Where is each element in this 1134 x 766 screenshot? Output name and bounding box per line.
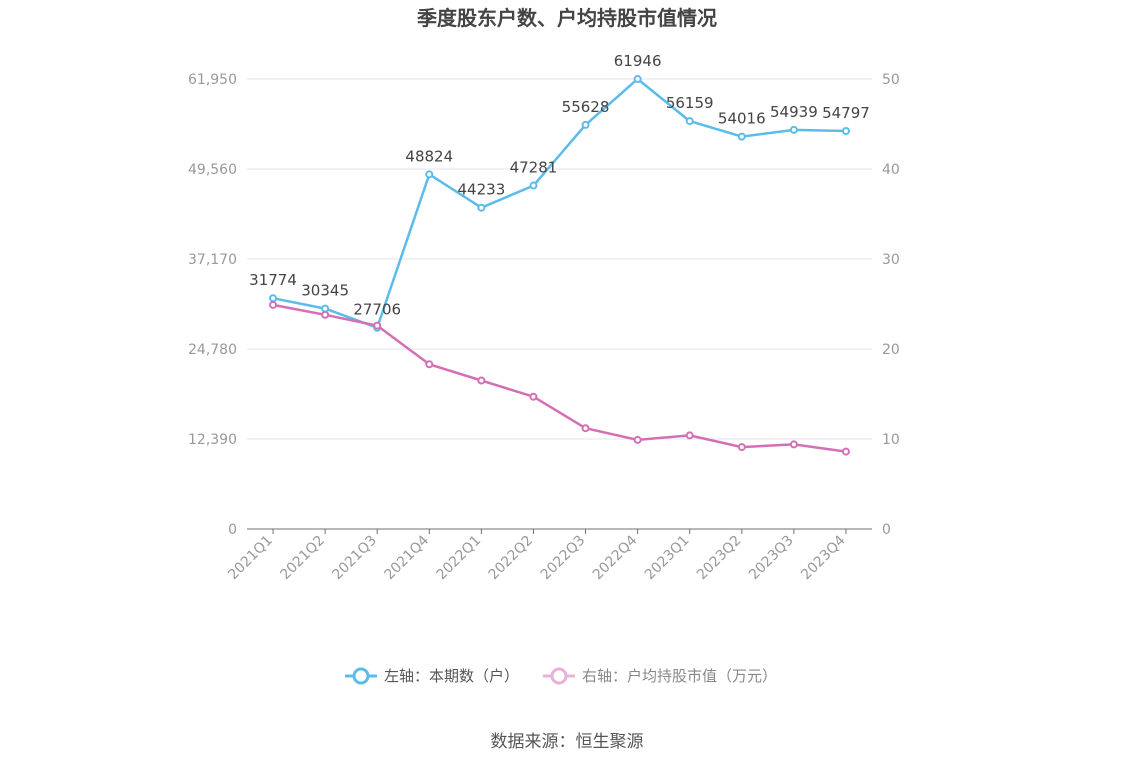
- legend-item-left[interactable]: 左轴：本期数（户）: [345, 667, 519, 685]
- data-point-right[interactable]: [373, 321, 382, 330]
- left-tick-label: 61,950: [188, 72, 237, 88]
- left-tick-label: 49,560: [188, 162, 237, 178]
- data-label: 61946: [614, 52, 662, 70]
- data-point-left[interactable]: [477, 203, 486, 212]
- data-point-right[interactable]: [477, 376, 486, 385]
- data-point-right[interactable]: [581, 424, 590, 433]
- data-point-left[interactable]: [633, 75, 642, 84]
- data-point-left[interactable]: [737, 132, 746, 141]
- right-tick-label: 20: [882, 342, 900, 358]
- data-point-left[interactable]: [529, 181, 538, 190]
- legend-marker-right: [550, 667, 568, 685]
- x-tick-label: 2021Q1: [225, 533, 276, 584]
- data-point-right[interactable]: [841, 447, 850, 456]
- left-axis: 0 12,390 24,780 37,170 49,560 61,950: [188, 72, 237, 538]
- data-point-right[interactable]: [685, 431, 694, 440]
- right-tick-label: 10: [882, 432, 900, 448]
- data-label: 55628: [562, 98, 610, 116]
- data-label: 54939: [770, 103, 818, 121]
- data-point-right[interactable]: [789, 440, 798, 449]
- data-label: 56159: [666, 94, 714, 112]
- left-tick-label: 24,780: [188, 342, 237, 358]
- x-tick-label: 2023Q2: [694, 533, 745, 584]
- x-tick-label: 2021Q3: [329, 533, 380, 584]
- data-label: 27706: [353, 301, 401, 319]
- data-point-left[interactable]: [425, 170, 434, 179]
- data-point-left[interactable]: [841, 126, 850, 135]
- x-tick-label: 2021Q2: [277, 533, 328, 584]
- legend-label-right: 右轴：户均持股市值（万元）: [582, 667, 777, 685]
- legend-label-left: 左轴：本期数（户）: [384, 667, 519, 685]
- data-point-left[interactable]: [269, 294, 278, 303]
- series-line-right: [272, 303, 847, 453]
- x-tick-label: 2022Q1: [434, 533, 485, 584]
- legend-marker-left: [352, 667, 370, 685]
- data-point-right[interactable]: [737, 443, 746, 452]
- x-tick-label: 2022Q3: [538, 533, 589, 584]
- right-tick-label: 50: [882, 72, 900, 88]
- data-label: 48824: [405, 147, 453, 165]
- data-label: 54016: [718, 110, 766, 128]
- data-label: 31774: [249, 271, 297, 289]
- x-tick-label: 2021Q4: [382, 532, 433, 583]
- data-point-left[interactable]: [789, 125, 798, 134]
- right-axis: 0 10 20 30 40 50: [882, 72, 900, 538]
- data-point-left[interactable]: [581, 120, 590, 129]
- right-tick-label: 30: [882, 252, 900, 268]
- data-label: 44233: [458, 181, 506, 199]
- right-tick-label: 40: [882, 162, 900, 178]
- data-point-right[interactable]: [269, 300, 278, 309]
- x-tick-label: 2022Q2: [486, 533, 537, 584]
- data-label: 30345: [301, 282, 349, 300]
- left-tick-label: 37,170: [188, 252, 237, 268]
- data-point-right[interactable]: [321, 310, 330, 319]
- series: [269, 75, 850, 456]
- x-tick-label: 2023Q3: [746, 533, 797, 584]
- x-tick-label: 2022Q4: [590, 532, 641, 583]
- data-label: 47281: [510, 159, 558, 177]
- right-tick-label: 0: [882, 522, 891, 538]
- data-point-left[interactable]: [685, 117, 694, 126]
- left-tick-label: 12,390: [188, 432, 237, 448]
- left-tick-label: 0: [228, 522, 237, 538]
- data-point-right[interactable]: [425, 360, 434, 369]
- grid: [247, 78, 872, 440]
- data-label: 54797: [822, 104, 870, 122]
- x-axis: 2021Q1 2021Q2 2021Q3 2021Q4 2022Q1 2022Q2 2022…: [225, 528, 872, 584]
- legend[interactable]: 左轴：本期数（户） 右轴：户均持股市值（万元）: [345, 667, 777, 685]
- data-point-right[interactable]: [529, 392, 538, 401]
- legend-item-right[interactable]: 右轴：户均持股市值（万元）: [543, 667, 777, 685]
- chart-title: 季度股东户数、户均持股市值情况: [416, 6, 717, 30]
- source-note: 数据来源：恒生聚源: [491, 732, 644, 752]
- data-point-left[interactable]: [321, 304, 330, 313]
- data-point-right[interactable]: [633, 435, 642, 444]
- x-tick-label: 2023Q1: [642, 533, 693, 584]
- x-tick-label: 2023Q4: [798, 532, 849, 583]
